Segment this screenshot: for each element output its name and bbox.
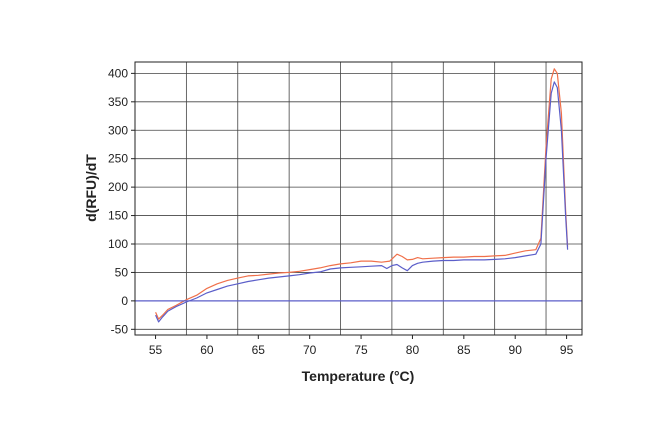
y-tick-label: -50 [111,322,129,336]
grid [135,62,582,335]
y-tick-label: 200 [108,180,128,194]
x-tick-label: 65 [252,343,266,357]
y-tick-label: 300 [108,123,128,137]
x-tick-label: 75 [354,343,368,357]
series-line-2 [155,81,569,323]
y-tick-label: 150 [108,209,128,223]
series-group [135,68,582,323]
series-line-1 [155,68,569,320]
x-ticks: 55 60 65 70 75 80 85 90 95 [149,335,574,357]
y-tick-label: 400 [108,66,128,80]
x-tick-label: 90 [509,343,523,357]
x-tick-label: 70 [303,343,317,357]
x-tick-label: 80 [406,343,420,357]
y-tick-label: 250 [108,152,128,166]
plot-frame [134,61,583,336]
x-tick-label: 60 [200,343,214,357]
x-axis-title: Temperature (°C) [302,368,415,384]
y-tick-label: 100 [108,237,128,251]
y-axis-title: d(RFU)/dT [83,154,99,222]
x-tick-label: 85 [457,343,471,357]
y-ticks: -50 0 50 100 150 200 250 300 350 400 [108,66,135,336]
x-tick-label: 95 [560,343,574,357]
y-tick-label: 350 [108,95,128,109]
y-tick-label: 50 [115,265,129,279]
y-tick-label: 0 [121,294,128,308]
x-tick-label: 55 [149,343,163,357]
